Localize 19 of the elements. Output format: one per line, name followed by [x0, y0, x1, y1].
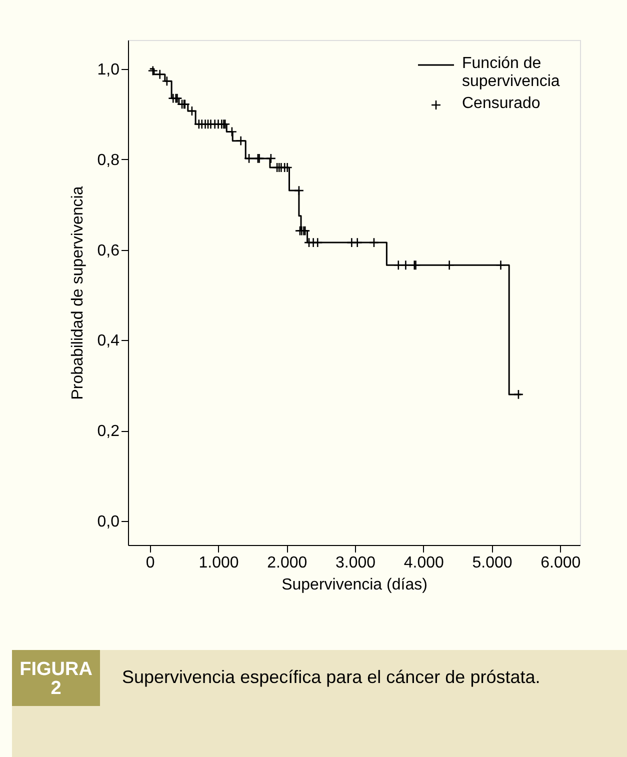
text: Supervivencia específica para el cáncer de próstata.	[122, 667, 540, 687]
x-tick-label: 1.000	[198, 554, 239, 572]
x-tick-label: 5.000	[472, 554, 512, 572]
x-tick-label: 0	[146, 554, 155, 572]
x-tick-label: 4.000	[404, 554, 444, 572]
y-tick-label: 0,8	[97, 152, 120, 169]
text: FIGURA 2	[20, 659, 93, 699]
x-tick-label: 2.000	[267, 554, 308, 572]
x-tick-label: 6.000	[540, 554, 581, 572]
y-tick-label: 0,0	[97, 514, 120, 531]
y-tick-label: 0,2	[97, 423, 120, 440]
legend-label: Censurado	[462, 95, 540, 112]
x-axis-title: Supervivencia (días)	[282, 576, 428, 594]
y-tick-label: 0,6	[97, 242, 120, 260]
x-tick-label: 3.000	[336, 554, 376, 572]
y-tick-label: 1,0	[97, 61, 120, 78]
y-tick-label: 0,4	[97, 332, 120, 350]
legend-label: Función de supervivencia	[462, 55, 560, 90]
y-axis-title: Probabilidad de supervivencia	[69, 186, 86, 400]
